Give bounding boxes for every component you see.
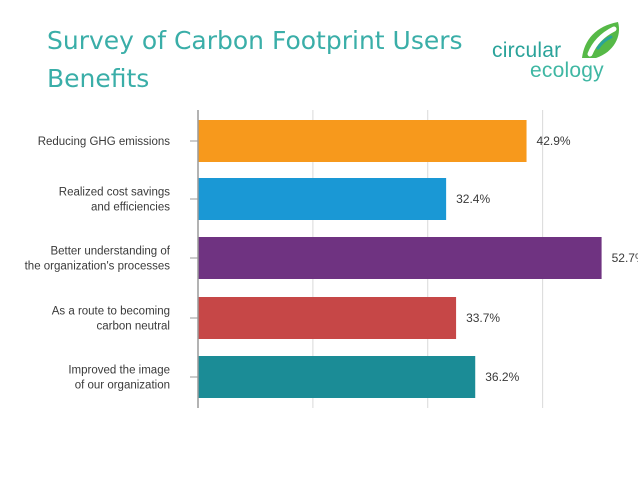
chart-value-labels: 42.9% 32.4% 52.7% 33.7% 36.2% [456, 134, 638, 384]
value-label-3: 52.7% [612, 251, 638, 265]
logo-word-ecology: ecology [530, 59, 604, 82]
circular-ecology-logo: circular ecology [490, 18, 630, 88]
category-label-4-line-2: carbon neutral [96, 321, 170, 333]
title-line-1: Survey of Carbon Footprint Users [47, 26, 463, 55]
category-label-2-line-2: and efficiencies [91, 202, 170, 214]
category-label-2-line-1: Realized cost savings [59, 187, 170, 199]
value-label-5: 36.2% [485, 370, 519, 384]
category-label-3-line-2: the organization's processes [25, 261, 171, 273]
category-label-1-line-1: Reducing GHG emissions [38, 136, 171, 148]
category-label-3-line-1: Better understanding of [50, 246, 170, 258]
bar-2 [198, 178, 447, 220]
chart-bars [198, 120, 602, 398]
bar-5 [198, 356, 476, 398]
chart-axis [190, 110, 199, 408]
bar-3 [198, 237, 602, 279]
page-title: Survey of Carbon Footprint Users Benefit… [47, 22, 487, 98]
value-label-4: 33.7% [466, 311, 500, 325]
logo-word-circular: circular [492, 39, 562, 62]
bar-1 [198, 120, 527, 162]
category-label-5-line-2: of our organization [75, 380, 170, 392]
value-label-1: 42.9% [537, 134, 571, 148]
chart-category-labels: Reducing GHG emissions Realized cost savi… [25, 136, 171, 392]
leaf-logo-icon [582, 22, 620, 58]
category-label-4-line-1: As a route to becoming [52, 306, 170, 318]
value-label-2: 32.4% [456, 192, 490, 206]
category-label-5-line-1: Improved the image [68, 365, 170, 377]
bar-4 [198, 297, 457, 339]
title-line-2: Benefits [47, 64, 150, 93]
